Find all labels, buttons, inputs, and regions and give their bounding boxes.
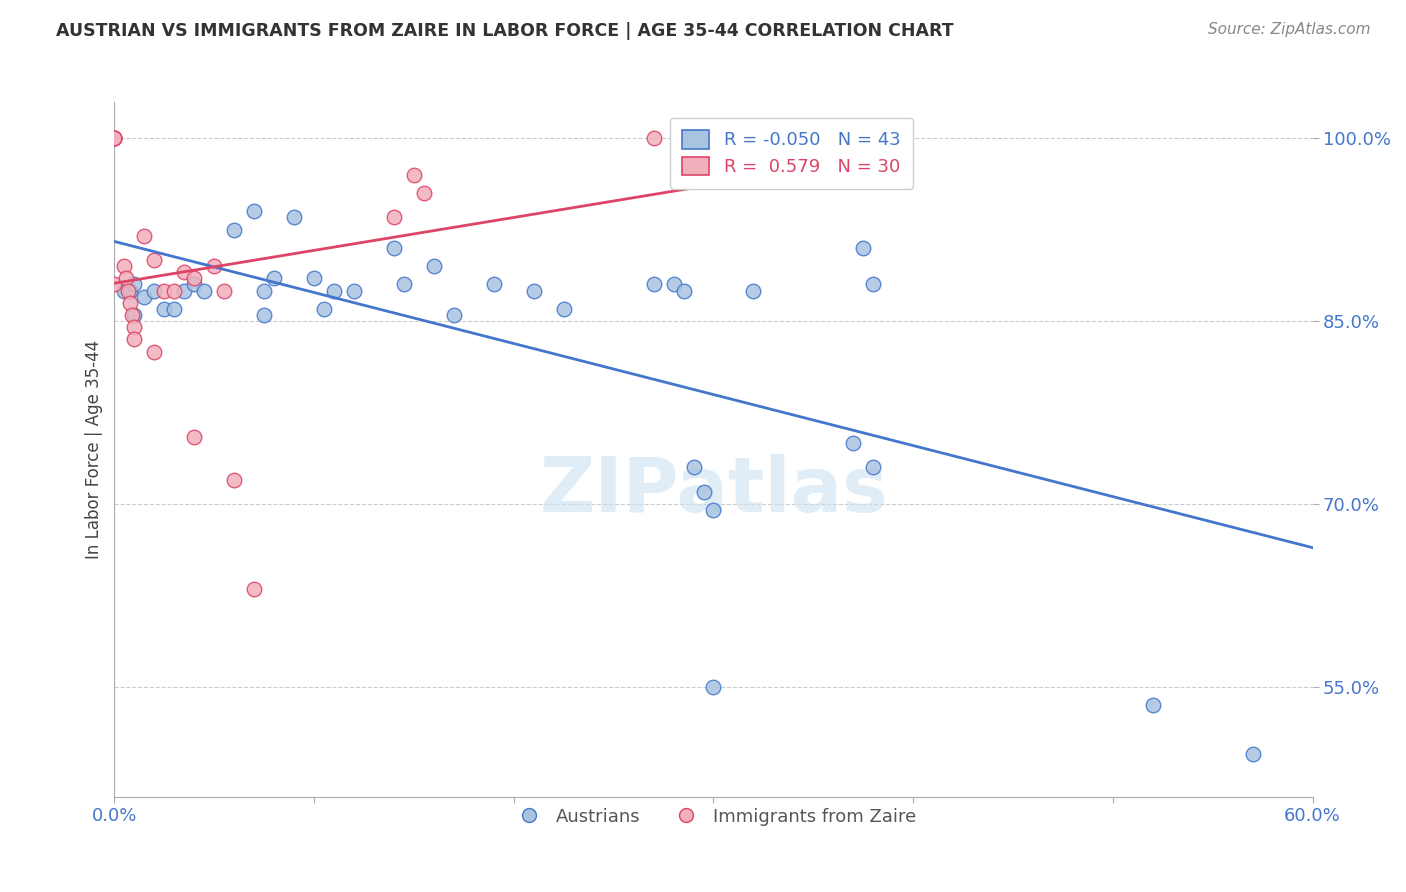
Point: [103, 131, 125, 145]
Point: [553, 301, 575, 316]
Legend: Austrians, Immigrants from Zaire: Austrians, Immigrants from Zaire: [503, 800, 924, 833]
Point: [134, 290, 156, 304]
Text: Source: ZipAtlas.com: Source: ZipAtlas.com: [1208, 22, 1371, 37]
Point: [682, 460, 704, 475]
Point: [120, 295, 142, 310]
Point: [1142, 698, 1164, 713]
Point: [702, 503, 724, 517]
Point: [643, 131, 665, 145]
Point: [173, 284, 195, 298]
Point: [134, 228, 156, 243]
Point: [173, 265, 195, 279]
Point: [253, 308, 276, 322]
Point: [662, 277, 685, 292]
Point: [702, 680, 724, 694]
Point: [402, 168, 425, 182]
Point: [124, 277, 146, 292]
Point: [842, 436, 865, 450]
Point: [682, 131, 704, 145]
Point: [323, 284, 346, 298]
Point: [224, 222, 246, 236]
Point: [183, 430, 205, 444]
Point: [253, 284, 276, 298]
Point: [443, 308, 465, 322]
Point: [143, 344, 166, 359]
Point: [862, 460, 884, 475]
Point: [263, 271, 285, 285]
Point: [382, 241, 405, 255]
Point: [314, 301, 336, 316]
Point: [243, 582, 266, 597]
Point: [413, 186, 436, 200]
Point: [392, 277, 415, 292]
Point: [103, 131, 125, 145]
Point: [423, 259, 446, 273]
Point: [143, 253, 166, 268]
Point: [103, 277, 125, 292]
Point: [224, 473, 246, 487]
Text: AUSTRIAN VS IMMIGRANTS FROM ZAIRE IN LABOR FORCE | AGE 35-44 CORRELATION CHART: AUSTRIAN VS IMMIGRANTS FROM ZAIRE IN LAB…: [56, 22, 953, 40]
Point: [121, 308, 143, 322]
Point: [523, 284, 546, 298]
Text: ZIPatlas: ZIPatlas: [538, 454, 887, 528]
Point: [153, 284, 176, 298]
Point: [482, 277, 505, 292]
Point: [103, 131, 125, 145]
Point: [193, 284, 215, 298]
Point: [124, 320, 146, 334]
Point: [872, 131, 894, 145]
Point: [103, 131, 125, 145]
Point: [103, 131, 125, 145]
Point: [302, 271, 325, 285]
Point: [115, 271, 138, 285]
Point: [672, 284, 695, 298]
Point: [143, 284, 166, 298]
Point: [382, 211, 405, 225]
Point: [202, 259, 225, 273]
Point: [742, 284, 765, 298]
Point: [112, 259, 135, 273]
Point: [1241, 747, 1264, 761]
Point: [852, 241, 875, 255]
Point: [124, 332, 146, 346]
Point: [163, 301, 186, 316]
Point: [117, 284, 139, 298]
Point: [124, 308, 146, 322]
Point: [862, 277, 884, 292]
Point: [692, 484, 714, 499]
Point: [643, 277, 665, 292]
Point: [120, 284, 142, 298]
Point: [343, 284, 366, 298]
Y-axis label: In Labor Force | Age 35-44: In Labor Force | Age 35-44: [86, 340, 103, 558]
Point: [212, 284, 235, 298]
Point: [283, 211, 305, 225]
Point: [153, 301, 176, 316]
Point: [112, 284, 135, 298]
Point: [163, 284, 186, 298]
Point: [243, 204, 266, 219]
Point: [183, 271, 205, 285]
Point: [183, 277, 205, 292]
